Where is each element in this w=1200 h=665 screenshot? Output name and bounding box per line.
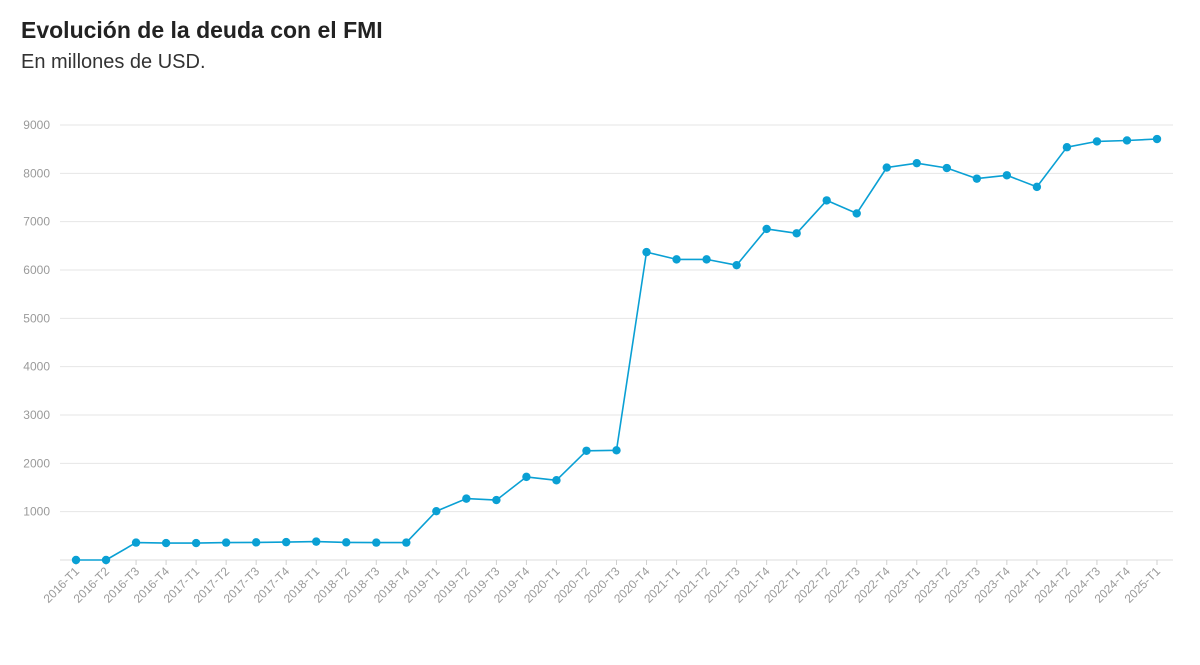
data-point[interactable]: [1032, 182, 1042, 192]
data-point[interactable]: [822, 196, 831, 205]
chart-subtitle: En millones de USD.: [21, 51, 206, 73]
data-point[interactable]: [251, 538, 261, 547]
y-tick-label: 5000: [23, 311, 50, 325]
x-axis-ticks: 2016-T12016-T22016-T32016-T42017-T12017-…: [41, 560, 1163, 606]
data-point[interactable]: [462, 494, 471, 503]
y-axis-ticks: 1000 2000 3000 4000 5000 6000 7000 8000 9000: [23, 118, 50, 519]
data-point[interactable]: [101, 555, 111, 565]
y-tick-label: 4000: [23, 360, 50, 374]
data-point[interactable]: [792, 229, 801, 238]
data-point[interactable]: [552, 476, 561, 485]
data-point[interactable]: [852, 209, 861, 218]
data-point[interactable]: [972, 174, 982, 183]
data-point[interactable]: [1002, 171, 1012, 180]
data-point[interactable]: [642, 247, 651, 257]
data-point[interactable]: [522, 472, 531, 482]
data-point[interactable]: [131, 538, 141, 547]
data-point[interactable]: [912, 158, 921, 168]
data-point[interactable]: [882, 163, 891, 172]
y-tick-label: 3000: [23, 408, 50, 422]
data-point[interactable]: [221, 538, 231, 547]
data-point[interactable]: [402, 538, 411, 547]
y-tick-label: 9000: [23, 118, 50, 132]
data-point[interactable]: [702, 255, 711, 264]
data-point[interactable]: [372, 538, 381, 547]
data-point[interactable]: [612, 446, 621, 455]
series-points-group: [71, 134, 1162, 565]
y-tick-label: 6000: [23, 263, 50, 277]
data-point[interactable]: [582, 446, 591, 455]
data-point[interactable]: [1062, 143, 1072, 152]
data-point[interactable]: [762, 224, 771, 234]
data-point[interactable]: [492, 495, 501, 505]
gridlines: [60, 124, 1173, 561]
y-tick-label: 8000: [23, 166, 50, 180]
data-point[interactable]: [1152, 134, 1162, 144]
series-line-group: [76, 138, 1158, 561]
data-point[interactable]: [732, 260, 741, 270]
data-point[interactable]: [672, 255, 681, 264]
data-point[interactable]: [432, 506, 441, 516]
data-point[interactable]: [191, 538, 201, 548]
data-point[interactable]: [942, 163, 952, 173]
y-tick-label: 2000: [23, 456, 50, 470]
y-tick-label: 1000: [23, 505, 50, 519]
data-point[interactable]: [71, 555, 81, 565]
chart-title: Evolución de la deuda con el FMI: [21, 17, 383, 43]
data-point[interactable]: [342, 538, 351, 547]
y-tick-label: 7000: [23, 215, 50, 229]
data-point[interactable]: [312, 537, 321, 546]
series-line: [76, 138, 1158, 561]
data-point[interactable]: [281, 537, 291, 547]
data-point[interactable]: [161, 538, 171, 548]
data-point[interactable]: [1092, 137, 1102, 146]
data-point[interactable]: [1122, 136, 1132, 145]
